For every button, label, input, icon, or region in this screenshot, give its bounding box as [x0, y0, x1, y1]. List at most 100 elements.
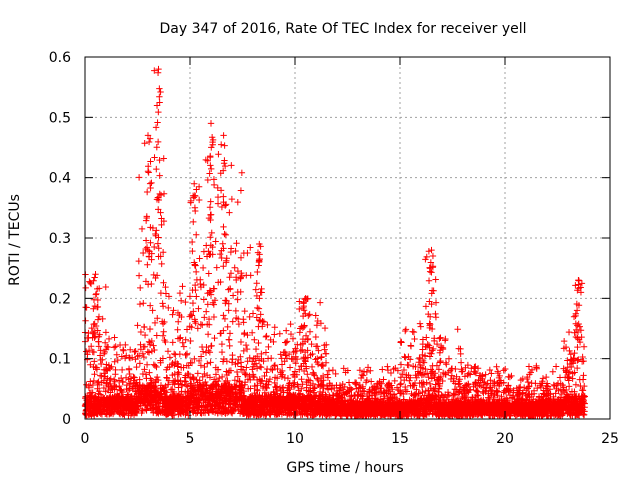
data-point — [264, 321, 271, 329]
data-point — [163, 411, 170, 418]
data-point — [87, 279, 94, 286]
data-point — [332, 370, 339, 378]
data-point — [234, 288, 241, 296]
data-point — [135, 405, 142, 413]
data-point — [416, 320, 424, 327]
data-point — [211, 334, 218, 342]
data-point — [308, 363, 316, 371]
data-point — [432, 299, 440, 306]
data-point — [255, 305, 263, 312]
data-point — [176, 335, 183, 342]
data-point — [179, 398, 186, 405]
data-point — [210, 176, 218, 183]
data-point — [163, 393, 171, 401]
data-point — [218, 340, 226, 348]
data-point — [170, 307, 177, 314]
data-point — [143, 386, 150, 394]
data-point — [82, 317, 89, 324]
data-point — [271, 331, 278, 338]
data-point — [126, 370, 133, 378]
data-point — [204, 331, 212, 338]
data-point — [162, 393, 169, 400]
data-point — [402, 326, 410, 333]
data-point — [178, 313, 185, 321]
data-point — [174, 326, 181, 333]
data-point — [87, 378, 94, 385]
data-point — [150, 271, 157, 279]
data-point — [150, 342, 157, 349]
data-point — [257, 364, 265, 371]
data-point — [136, 300, 144, 308]
data-point — [141, 140, 148, 147]
data-point — [89, 348, 96, 356]
data-point — [166, 401, 173, 409]
data-point — [110, 402, 117, 409]
data-point — [128, 383, 136, 390]
data-point — [241, 307, 248, 315]
data-point — [122, 341, 129, 349]
data-point — [247, 244, 254, 251]
data-point — [100, 384, 108, 392]
data-point — [164, 381, 172, 388]
data-point — [106, 395, 114, 403]
data-point — [146, 325, 154, 333]
data-point — [187, 337, 194, 345]
data-point — [169, 398, 176, 405]
data-point — [306, 328, 314, 335]
data-point — [160, 155, 167, 162]
data-point — [161, 404, 169, 411]
data-point — [142, 405, 150, 413]
data-point — [218, 348, 226, 356]
data-point — [141, 401, 149, 409]
data-point — [222, 259, 230, 266]
data-point — [140, 300, 147, 307]
data-point — [87, 389, 95, 396]
data-point — [409, 328, 416, 335]
data-point — [422, 303, 430, 310]
data-point — [206, 349, 214, 356]
data-point — [367, 378, 375, 385]
data-point — [140, 398, 147, 405]
data-point — [93, 366, 101, 373]
data-point — [241, 369, 248, 377]
data-point — [131, 407, 138, 414]
data-point — [363, 368, 371, 376]
data-point — [229, 292, 237, 299]
data-point — [215, 150, 222, 158]
data-point — [118, 393, 125, 400]
data-point — [85, 347, 93, 354]
data-point — [234, 296, 241, 303]
data-point — [175, 371, 183, 378]
data-point — [144, 247, 152, 254]
data-point — [131, 374, 138, 381]
data-point — [160, 328, 167, 335]
data-point — [445, 355, 453, 362]
data-point — [179, 339, 186, 346]
data-point — [181, 377, 188, 385]
data-point — [136, 376, 143, 383]
data-point — [152, 394, 159, 401]
data-point — [169, 339, 176, 346]
data-point — [437, 357, 444, 365]
data-point — [262, 333, 270, 341]
data-point — [271, 324, 278, 331]
data-point — [214, 200, 222, 207]
data-point — [213, 264, 220, 271]
data-point — [105, 362, 113, 369]
data-point — [263, 332, 270, 340]
data-point — [151, 346, 158, 354]
data-point — [162, 398, 169, 405]
data-point — [204, 301, 211, 308]
data-point — [317, 354, 325, 361]
data-point — [329, 366, 337, 374]
data-point — [97, 401, 104, 408]
data-point — [228, 195, 236, 203]
data-point — [172, 377, 179, 384]
data-point — [152, 387, 160, 394]
data-point — [104, 367, 111, 374]
data-point — [137, 388, 144, 395]
data-point — [199, 321, 206, 329]
data-point — [110, 344, 118, 351]
data-point — [159, 300, 166, 307]
